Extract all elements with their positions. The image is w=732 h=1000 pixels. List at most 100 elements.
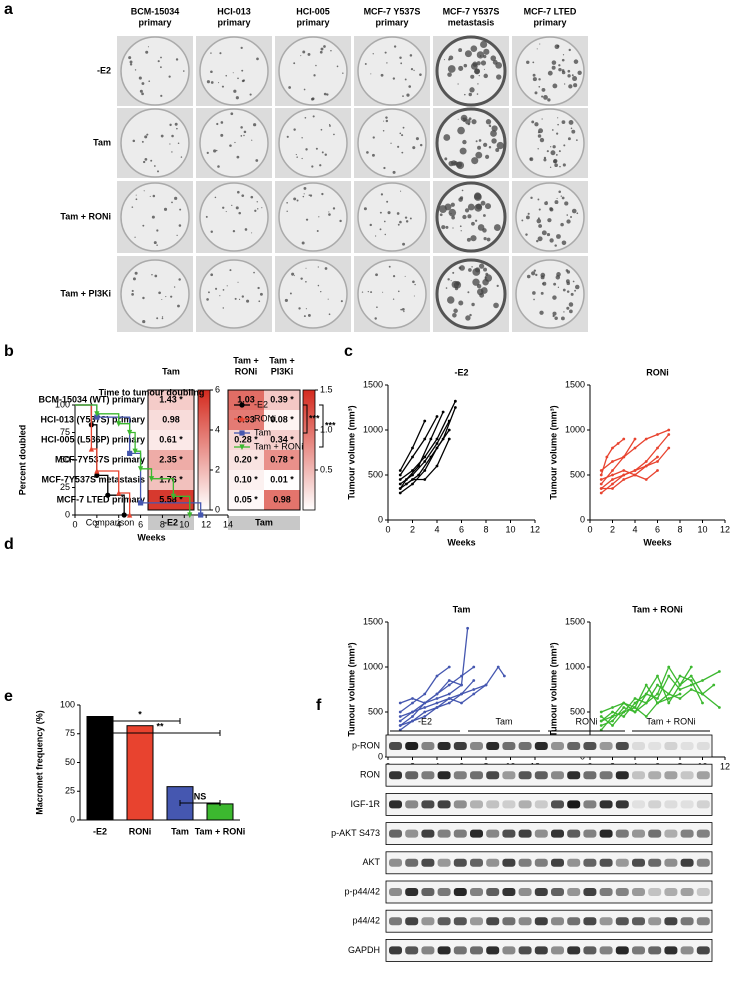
colony: [561, 120, 566, 124]
point: [435, 706, 439, 709]
colony: [210, 230, 213, 233]
point: [447, 679, 451, 682]
colony: [480, 200, 486, 206]
band: [664, 888, 678, 896]
series-line: [601, 469, 658, 490]
colony: [244, 228, 248, 231]
colony: [156, 244, 158, 246]
band: [583, 829, 597, 838]
colony: [419, 143, 423, 147]
colony: [144, 135, 148, 139]
colony: [452, 227, 454, 229]
colony: [221, 85, 224, 88]
band: [453, 858, 467, 867]
colony: [401, 134, 404, 137]
colony: [571, 129, 576, 134]
colony: [397, 223, 400, 226]
colony: [242, 79, 246, 82]
colony: [216, 122, 219, 126]
colony: [484, 276, 487, 279]
point: [502, 674, 506, 678]
point: [622, 437, 626, 441]
x-tick-label: 6: [459, 524, 464, 534]
row-label: MCF-7 LTED primary: [57, 494, 145, 504]
colorbar-tick-label: 6: [215, 384, 220, 394]
group-label: -E2: [418, 716, 432, 726]
colony: [492, 59, 498, 65]
colony: [135, 198, 138, 201]
colony: [413, 69, 415, 72]
point: [605, 455, 609, 459]
colony: [563, 144, 566, 147]
colorbar-tick-label: 1.5: [320, 384, 333, 394]
colony: [145, 50, 149, 54]
point: [423, 469, 427, 472]
colony: [323, 92, 327, 96]
blot-label: p44/42: [352, 916, 380, 926]
point: [667, 428, 671, 432]
colony: [399, 220, 402, 224]
colony: [469, 87, 475, 93]
cell-label: 2.35 *: [159, 454, 183, 464]
colony: [447, 296, 455, 304]
band: [567, 946, 581, 955]
colony: [128, 56, 132, 60]
band: [615, 888, 629, 896]
colony: [554, 244, 557, 247]
colony: [387, 211, 391, 215]
point: [398, 478, 402, 481]
point: [678, 697, 682, 700]
band: [632, 888, 645, 896]
colony: [443, 134, 451, 141]
colony: [302, 50, 306, 54]
colony: [566, 290, 570, 293]
point: [472, 665, 476, 669]
point: [667, 433, 671, 436]
point: [472, 679, 476, 682]
y-tick-label: 25: [60, 482, 70, 492]
colony: [383, 220, 386, 223]
point: [644, 464, 648, 468]
point: [398, 715, 402, 718]
colony: [471, 302, 475, 307]
point: [435, 701, 439, 705]
colony: [495, 148, 500, 152]
band: [696, 946, 710, 955]
colony: [576, 212, 579, 215]
y-tick-label: 1000: [363, 424, 383, 434]
colony: [327, 298, 329, 300]
y-tick-label: 100: [60, 699, 75, 709]
band: [664, 858, 678, 867]
colony: [332, 207, 336, 210]
colony: [214, 196, 217, 199]
column-header: HCI-013: [217, 6, 251, 16]
heat-cell: [264, 470, 300, 490]
colony: [464, 93, 466, 96]
colony: [225, 74, 227, 77]
chart-title: Tam: [453, 604, 471, 614]
point: [447, 428, 451, 432]
point: [170, 493, 176, 500]
colony: [566, 306, 570, 310]
colorbar-tick-label: 0.5: [320, 464, 333, 474]
colony: [370, 291, 373, 294]
colony: [396, 212, 400, 215]
group-label: Tam: [495, 716, 512, 726]
colony: [441, 225, 446, 230]
colony: [138, 76, 142, 80]
colony: [238, 211, 241, 215]
colony: [309, 194, 313, 197]
x-tick-label: 14: [223, 519, 233, 529]
band: [486, 800, 500, 809]
band: [453, 771, 467, 780]
colony: [537, 236, 543, 242]
cell-label: 0.08 *: [270, 414, 294, 424]
point: [644, 437, 648, 441]
column-header: primary: [375, 17, 408, 27]
colony: [459, 225, 462, 228]
band: [534, 771, 548, 780]
x-tick-label: 0: [385, 524, 390, 534]
colony: [219, 52, 222, 55]
point: [616, 442, 620, 445]
point: [611, 446, 614, 450]
